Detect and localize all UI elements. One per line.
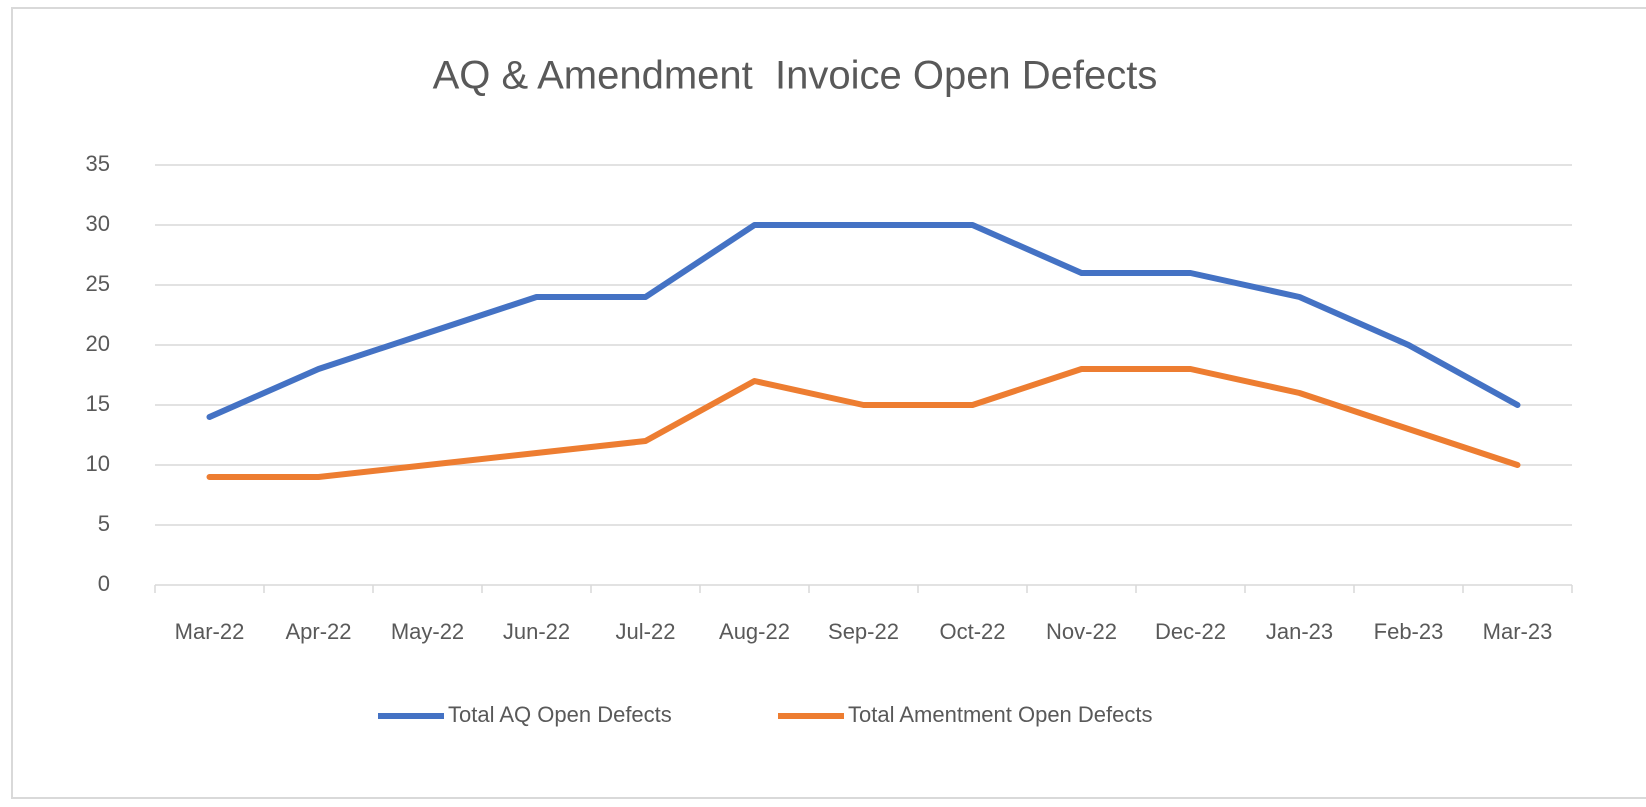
y-tick-label: 0	[98, 571, 110, 596]
y-tick-label: 30	[86, 211, 110, 236]
x-tick-label: Apr-22	[285, 619, 351, 644]
x-tick-label: Jan-23	[1266, 619, 1333, 644]
x-tick-label: Feb-23	[1374, 619, 1444, 644]
y-tick-label: 5	[98, 511, 110, 536]
x-tick-label: Sep-22	[828, 619, 899, 644]
y-tick-label: 10	[86, 451, 110, 476]
x-tick-label: Nov-22	[1046, 619, 1117, 644]
legend-label: Total AQ Open Defects	[448, 702, 672, 727]
x-tick-label: Mar-22	[175, 619, 245, 644]
x-tick-label: Aug-22	[719, 619, 790, 644]
x-tick-label: Mar-23	[1483, 619, 1553, 644]
x-tick-label: May-22	[391, 619, 464, 644]
legend-label: Total Amentment Open Defects	[848, 702, 1153, 727]
y-tick-label: 20	[86, 331, 110, 356]
x-tick-label: Jun-22	[503, 619, 570, 644]
chart-frame	[11, 7, 1646, 799]
x-tick-label: Dec-22	[1155, 619, 1226, 644]
y-tick-label: 25	[86, 271, 110, 296]
y-tick-label: 35	[86, 151, 110, 176]
series-line	[206, 222, 1521, 420]
x-tick-label: Oct-22	[939, 619, 1005, 644]
x-tick-label: Jul-22	[616, 619, 676, 644]
series-line	[206, 366, 1521, 480]
y-tick-label: 15	[86, 391, 110, 416]
chart-title: AQ & Amendment Invoice Open Defects	[433, 54, 1158, 98]
